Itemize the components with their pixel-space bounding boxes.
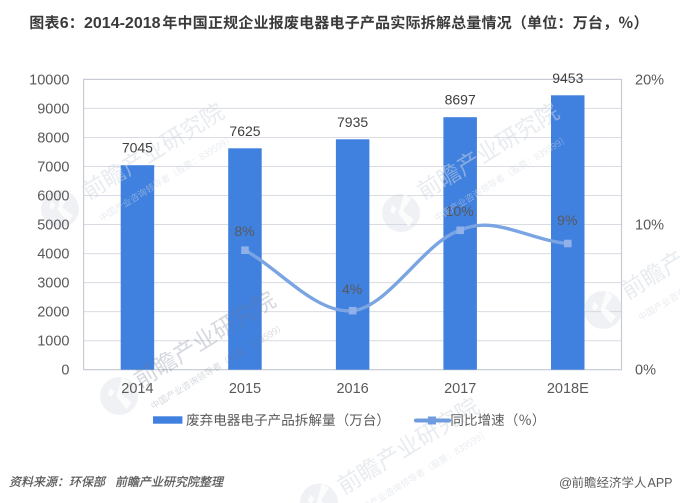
svg-text:7935: 7935 [337,114,368,130]
svg-text:6000: 6000 [37,189,69,205]
svg-text:4%: 4% [342,281,362,297]
svg-text:APP: APP [648,476,673,490]
svg-text:9453: 9453 [552,70,583,86]
svg-text:5000: 5000 [37,218,69,234]
svg-text:2017: 2017 [444,381,476,397]
svg-text:7045: 7045 [122,140,153,156]
svg-text:8%: 8% [234,223,254,239]
svg-text:20%: 20% [635,72,664,88]
svg-text:4000: 4000 [37,247,69,263]
svg-text:@: @ [559,475,572,490]
svg-text:10%: 10% [446,203,474,219]
svg-text:2018E: 2018E [547,381,589,397]
svg-text:7625: 7625 [229,123,260,139]
svg-text:6: 6 [60,15,69,32]
svg-text:9%: 9% [557,212,577,228]
svg-text:2014: 2014 [121,381,153,397]
svg-text:9000: 9000 [37,101,69,117]
svg-text:0%: 0% [635,363,656,379]
svg-text:3000: 3000 [37,276,69,292]
svg-text:2014-2018: 2014-2018 [84,15,161,32]
svg-text:2016: 2016 [336,381,368,397]
svg-text:8697: 8697 [445,92,476,108]
svg-text:0: 0 [61,363,69,379]
svg-text:10%: 10% [635,218,664,234]
svg-text:7000: 7000 [37,159,69,175]
svg-text:10000: 10000 [29,72,69,88]
svg-text:2000: 2000 [37,305,69,321]
svg-text:1000: 1000 [37,334,69,350]
svg-text:8000: 8000 [37,130,69,146]
svg-text:2015: 2015 [229,381,261,397]
